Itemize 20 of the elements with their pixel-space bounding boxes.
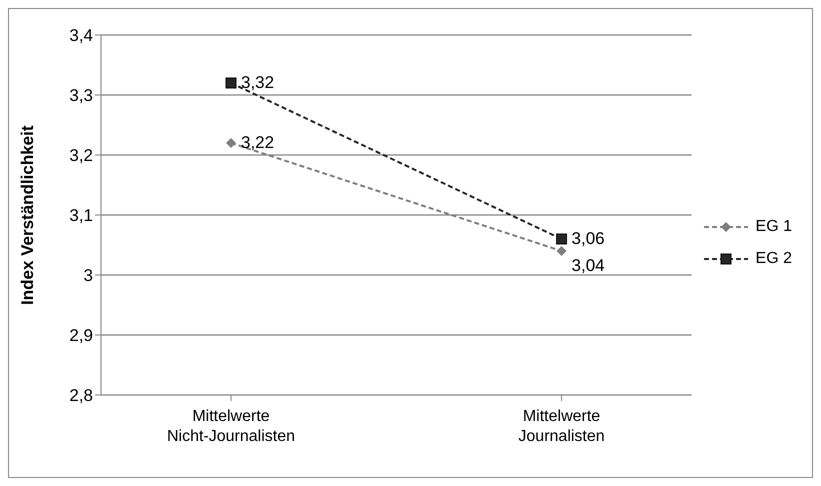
y-tick-label: 3,4 <box>69 26 93 46</box>
y-tick-label: 2,8 <box>69 386 93 406</box>
point <box>226 138 236 148</box>
data-label: 3,04 <box>572 256 605 275</box>
y-tick-label: 3,2 <box>69 146 93 166</box>
y-tick-label: 3,1 <box>69 206 93 226</box>
data-label: 3,32 <box>241 73 274 92</box>
point <box>556 234 568 244</box>
legend-label: EG 1 <box>756 218 792 236</box>
y-axis-title: Index Verständlichkeit <box>18 125 38 305</box>
x-tick-label: Mittelwerte Nicht-Journalisten <box>166 408 296 445</box>
data-label: 3,06 <box>572 229 605 248</box>
y-tick-label: 3 <box>84 266 93 286</box>
point <box>226 78 236 88</box>
legend-label: EG 2 <box>756 250 792 268</box>
point <box>556 246 567 256</box>
y-tick-label: 2,9 <box>69 326 93 346</box>
data-label: 3,22 <box>241 133 274 152</box>
y-tick-label: 3,3 <box>69 86 93 106</box>
x-tick-label: Mittelwerte Journalisten <box>518 408 605 445</box>
